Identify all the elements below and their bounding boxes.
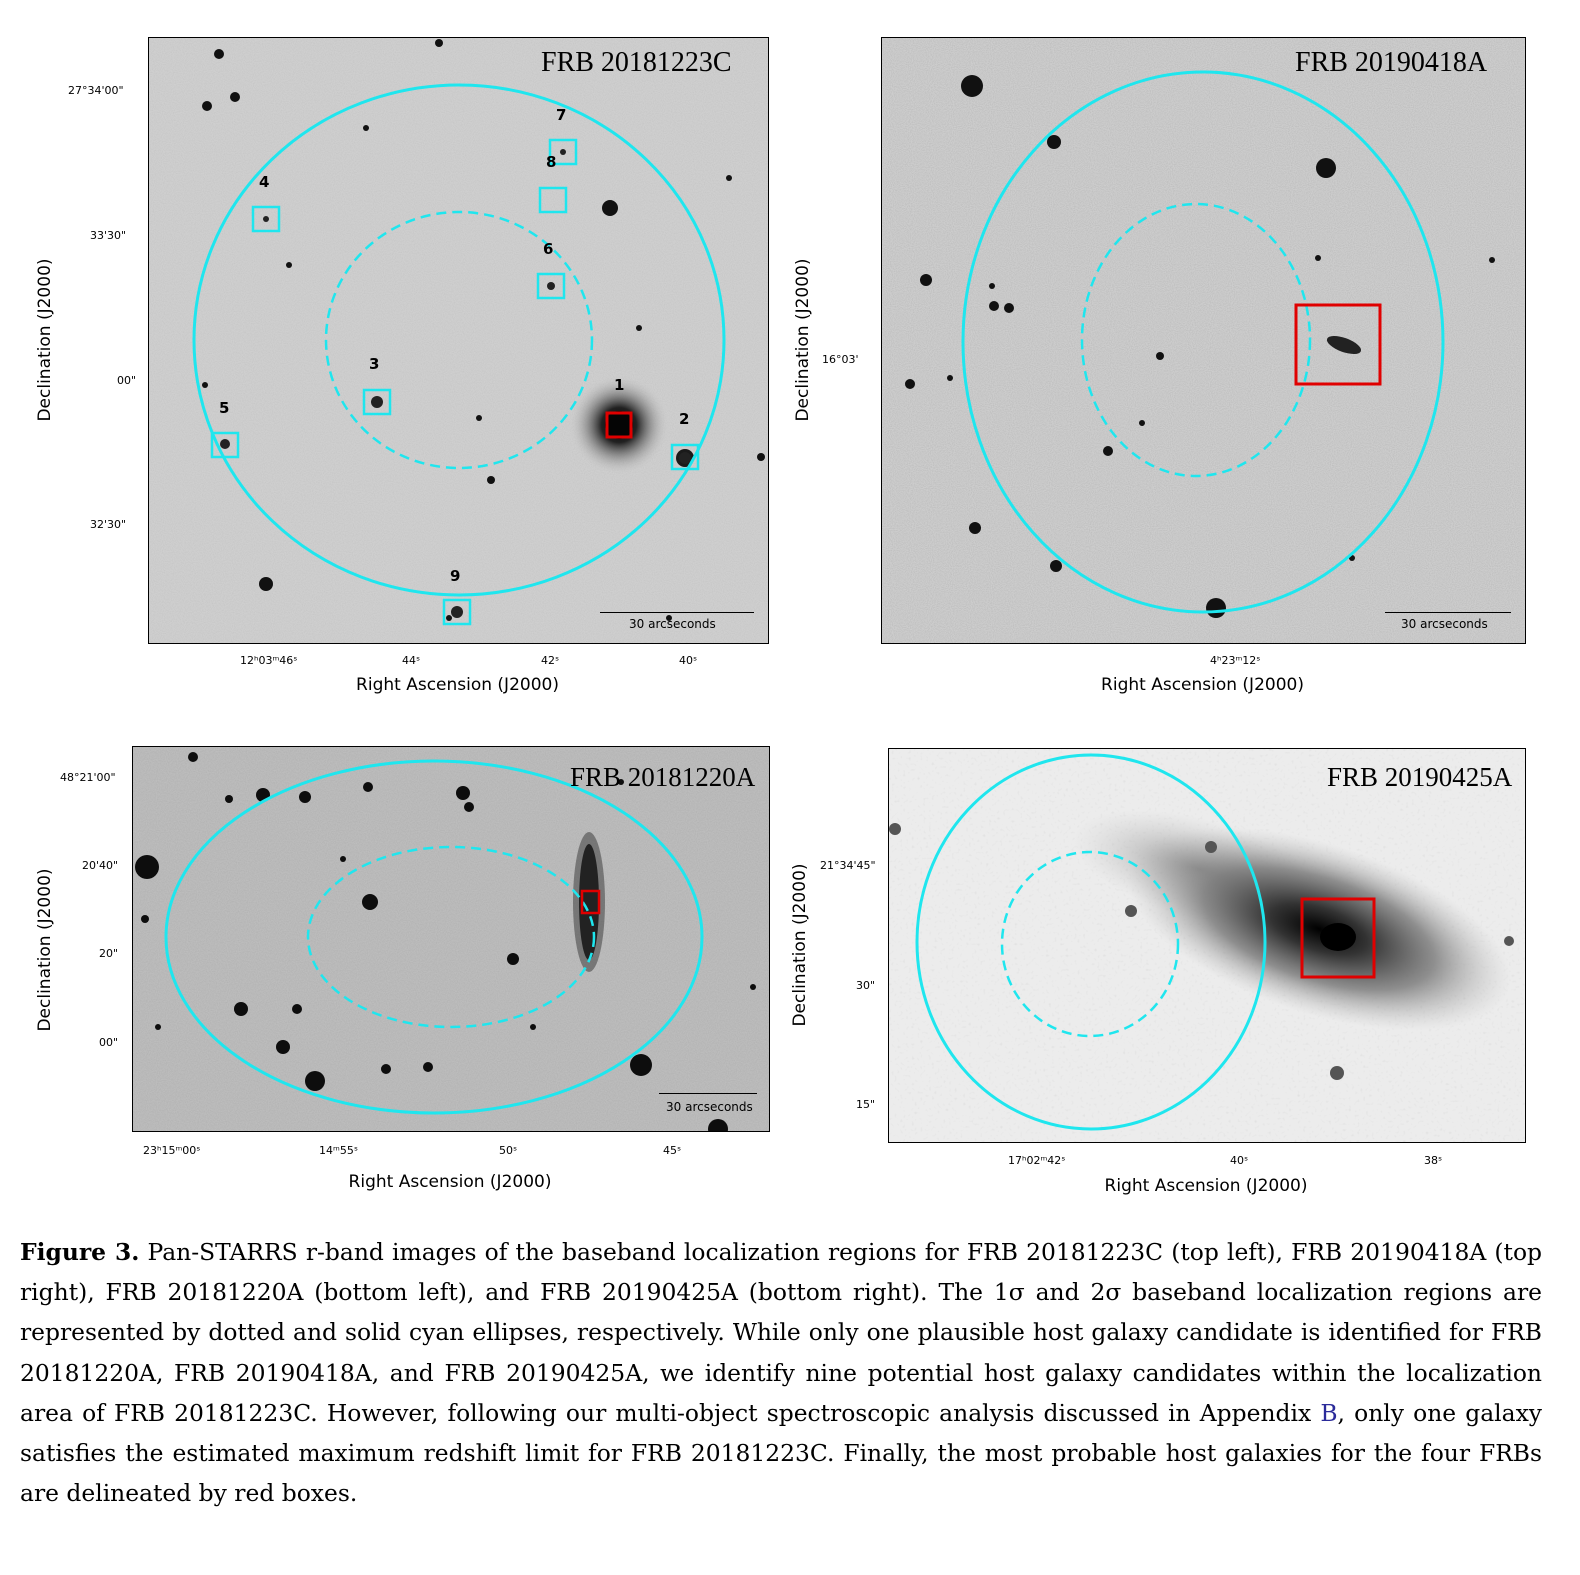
candidate-label-3: 3 <box>369 355 380 373</box>
xtick-label: 44ˢ <box>402 654 421 667</box>
xtick-label: 40ˢ <box>679 654 698 667</box>
candidate-label-1: 1 <box>614 376 625 394</box>
scalebar-label: 30 arcseconds <box>1401 617 1488 631</box>
ytick-label: 27°34'00" <box>68 84 124 97</box>
y-axis-label: Declination (J2000) <box>35 868 55 1032</box>
xtick-label: 38ˢ <box>1424 1154 1443 1167</box>
panel-title: FRB 20190418A <box>1295 47 1488 78</box>
ytick-label: 32'30" <box>90 518 127 531</box>
ellipse-1sigma <box>1080 202 1312 478</box>
ellipse-2sigma <box>164 759 704 1115</box>
ytick-label: 33'30" <box>90 229 127 242</box>
x-axis-label: Right Ascension (J2000) <box>1104 1176 1308 1196</box>
candidate-label-5: 5 <box>219 399 230 417</box>
ytick-label: 21°34'45" <box>820 859 876 872</box>
host-box <box>1300 897 1376 979</box>
ytick-label: 16°03' <box>822 353 859 366</box>
xtick-label: 17ʰ02ᵐ42ˢ <box>1008 1154 1066 1167</box>
ellipse-2sigma <box>192 83 726 597</box>
y-axis-label: Declination (J2000) <box>790 863 810 1027</box>
ellipse-2sigma <box>961 70 1445 614</box>
panel-title: FRB 20181220A <box>570 762 756 792</box>
candidate-label-9: 9 <box>450 567 461 585</box>
y-axis-label: Declination (J2000) <box>35 258 55 422</box>
candidate-label-8: 8 <box>546 153 557 171</box>
stars <box>202 39 765 621</box>
panel-title: FRB 20181223C <box>541 47 732 78</box>
candidate-label-6: 6 <box>543 240 554 258</box>
scalebar <box>600 612 754 613</box>
ytick-label: 48°21'00" <box>60 771 116 784</box>
caption-text-end: , only one galaxy satisfies the estimate… <box>20 1398 1543 1508</box>
figure-caption: Figure 3. Pan-STARRS r-band images of th… <box>20 1232 1542 1513</box>
scalebar-label: 30 arcseconds <box>666 1100 753 1114</box>
x-axis-label: Right Ascension (J2000) <box>1101 675 1304 695</box>
host-box <box>580 889 601 915</box>
xtick-label: 50ˢ <box>499 1144 518 1157</box>
ellipse-2sigma <box>915 753 1267 1131</box>
xtick-label: 42ˢ <box>541 654 560 667</box>
image-frb-20181223c <box>148 37 769 644</box>
image-frb-20190425a <box>888 748 1526 1143</box>
host-box <box>1294 303 1382 386</box>
xtick-label: 45ˢ <box>663 1144 682 1157</box>
ellipse-1sigma <box>324 210 594 470</box>
scalebar <box>659 1093 757 1094</box>
caption-text: Pan-STARRS r-band images of the baseband… <box>20 1238 1543 1427</box>
stars <box>135 752 756 1131</box>
ytick-label: 30" <box>856 979 876 992</box>
candidate-label-7: 7 <box>556 106 567 124</box>
figure-number: Figure 3. <box>20 1238 140 1266</box>
ellipse-1sigma <box>1000 850 1180 1038</box>
xtick-label: 14ᵐ55ˢ <box>319 1144 358 1157</box>
xtick-label: 4ʰ23ᵐ12ˢ <box>1210 654 1261 667</box>
ytick-label: 20" <box>99 947 119 960</box>
host-box <box>605 411 633 439</box>
ytick-label: 00" <box>117 374 137 387</box>
panel-title: FRB 20190425A <box>1327 762 1513 792</box>
scalebar-label: 30 arcseconds <box>629 617 716 631</box>
candidate-label-2: 2 <box>679 410 690 428</box>
y-axis-label: Declination (J2000) <box>793 258 813 422</box>
image-frb-20190418a <box>881 37 1526 644</box>
stars <box>905 75 1495 618</box>
xtick-label: 12ʰ03ᵐ46ˢ <box>240 654 298 667</box>
ytick-label: 15" <box>856 1098 876 1111</box>
ytick-label: 20'40" <box>82 859 119 872</box>
x-axis-label: Right Ascension (J2000) <box>356 675 559 695</box>
ellipse-1sigma <box>306 845 596 1029</box>
scalebar <box>1385 612 1511 613</box>
image-frb-20181220a <box>132 746 770 1132</box>
ytick-label: 00" <box>99 1036 119 1049</box>
appendix-link[interactable]: B <box>1320 1398 1338 1427</box>
xtick-label: 23ʰ15ᵐ00ˢ <box>143 1144 201 1157</box>
xtick-label: 40ˢ <box>1230 1154 1249 1167</box>
candidate-boxes <box>210 138 700 626</box>
candidate-label-4: 4 <box>259 173 270 191</box>
x-axis-label: Right Ascension (J2000) <box>348 1172 552 1192</box>
